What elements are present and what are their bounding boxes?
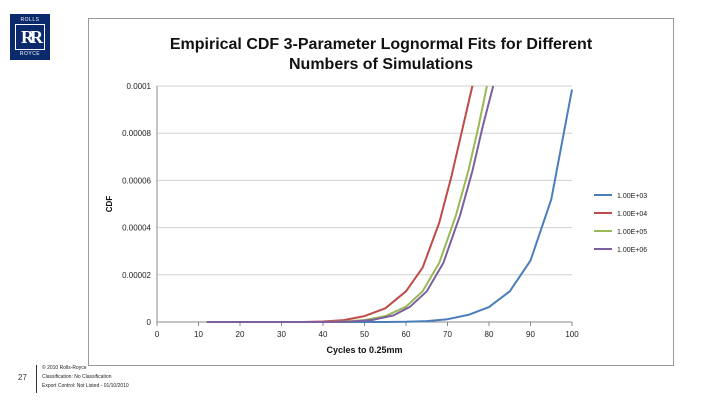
x-tick-label-5: 50: [360, 330, 369, 339]
footer-text-block: © 2010 Rolls-Royce Classification: No Cl…: [42, 364, 129, 391]
footer-classification: Classification: No Classification: [42, 374, 112, 380]
x-tick-label-1: 10: [194, 330, 203, 339]
page-number: 27: [18, 373, 27, 382]
series-line-3: [206, 85, 495, 323]
y-tick-label-0: 0: [147, 318, 152, 327]
y-tick-label-1: 0.00002: [122, 271, 151, 280]
x-tick-label-0: 0: [155, 330, 160, 339]
legend-label-2: 1.00E+05: [617, 229, 647, 236]
chart-title-line-0: Empirical CDF 3-Parameter Lognormal Fits…: [170, 36, 593, 53]
x-tick-label-9: 90: [526, 330, 535, 339]
y-axis-label: CDF: [105, 196, 114, 213]
x-tick-label-4: 40: [319, 330, 328, 339]
y-tick-label-2: 0.00004: [122, 224, 151, 233]
legend-label-1: 1.00E+04: [617, 211, 647, 218]
logo-monogram: RR: [15, 24, 45, 50]
y-tick-label-5: 0.0001: [127, 82, 152, 91]
x-tick-label-6: 60: [402, 330, 411, 339]
legend-label-3: 1.00E+06: [617, 247, 647, 254]
rolls-royce-logo: ROLLS RR ROYCE: [10, 14, 50, 60]
x-tick-label-8: 80: [485, 330, 494, 339]
series-line-1: [206, 85, 474, 323]
y-tick-label-4: 0.00008: [122, 129, 151, 138]
x-tick-label-3: 30: [277, 330, 286, 339]
x-tick-label-7: 70: [443, 330, 452, 339]
series-line-0: [206, 89, 573, 323]
footer-export-control: Export Control: Not Listed - 01/10/2010: [42, 383, 129, 389]
x-tick-label-2: 20: [236, 330, 245, 339]
x-tick-label-10: 100: [565, 330, 579, 339]
footer-copyright: © 2010 Rolls-Royce: [42, 365, 87, 371]
chart-title-line-1: Numbers of Simulations: [289, 56, 473, 73]
legend-label-0: 1.00E+03: [617, 193, 647, 200]
x-axis-label: Cycles to 0.25mm: [326, 345, 402, 355]
cdf-chart: Empirical CDF 3-Parameter Lognormal Fits…: [105, 36, 647, 355]
y-tick-label-3: 0.00006: [122, 176, 151, 185]
logo-bottom-text: ROYCE: [19, 51, 41, 57]
chart-frame: Empirical CDF 3-Parameter Lognormal Fits…: [88, 18, 674, 366]
logo-top-text: ROLLS: [20, 17, 40, 23]
footer-divider: [36, 365, 37, 393]
